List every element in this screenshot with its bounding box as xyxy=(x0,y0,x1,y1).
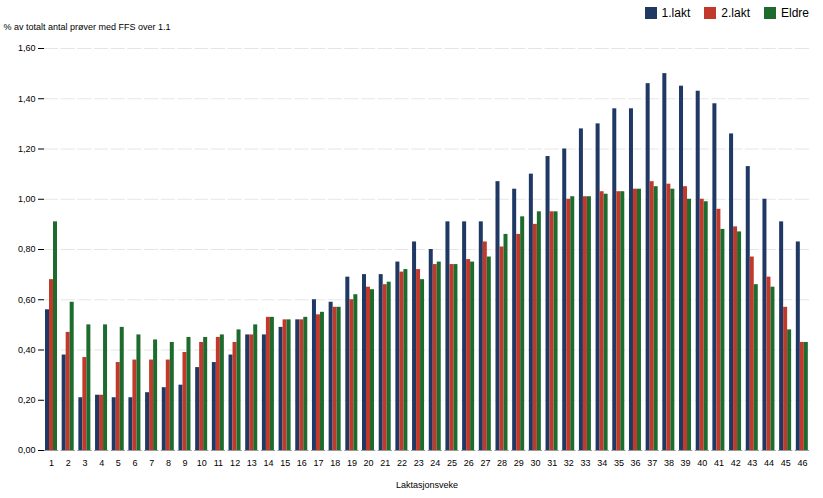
svg-text:30: 30 xyxy=(530,458,540,468)
svg-text:44: 44 xyxy=(764,458,774,468)
svg-text:7: 7 xyxy=(149,458,154,468)
svg-text:25: 25 xyxy=(447,458,457,468)
svg-text:24: 24 xyxy=(430,458,440,468)
svg-text:39: 39 xyxy=(681,458,691,468)
svg-text:11: 11 xyxy=(214,458,223,468)
svg-text:34: 34 xyxy=(597,458,607,468)
svg-text:29: 29 xyxy=(514,458,524,468)
svg-text:9: 9 xyxy=(183,458,188,468)
html-text:1.lakt: 1.lakt xyxy=(661,6,691,20)
svg-text:4: 4 xyxy=(99,458,104,468)
svg-text:33: 33 xyxy=(580,458,590,468)
svg-text:23: 23 xyxy=(414,458,424,468)
svg-text:41: 41 xyxy=(714,458,724,468)
svg-text:27: 27 xyxy=(480,458,490,468)
svg-text:Laktasjonsveke: Laktasjonsveke xyxy=(396,480,458,490)
svg-text:12: 12 xyxy=(230,458,240,468)
svg-text:32: 32 xyxy=(564,458,574,468)
svg-text:35: 35 xyxy=(614,458,624,468)
svg-text:36: 36 xyxy=(631,458,641,468)
svg-text:2: 2 xyxy=(66,458,71,468)
html-text:Eldre: Eldre xyxy=(781,6,809,20)
svg-text:37: 37 xyxy=(647,458,657,468)
svg-text:14: 14 xyxy=(263,458,273,468)
svg-text:31: 31 xyxy=(547,458,557,468)
svg-text:20: 20 xyxy=(364,458,374,468)
svg-text:1: 1 xyxy=(49,458,54,468)
svg-text:43: 43 xyxy=(747,458,757,468)
svg-text:18: 18 xyxy=(330,458,340,468)
svg-text:0,60: 0,60 xyxy=(18,295,36,305)
svg-text:22: 22 xyxy=(397,458,407,468)
svg-text:45: 45 xyxy=(781,458,791,468)
svg-text:0,00: 0,00 xyxy=(18,445,36,455)
svg-text:19: 19 xyxy=(347,458,357,468)
svg-text:1,40: 1,40 xyxy=(18,94,36,104)
svg-text:16: 16 xyxy=(297,458,307,468)
svg-text:8: 8 xyxy=(166,458,171,468)
svg-text:40: 40 xyxy=(697,458,707,468)
svg-text:13: 13 xyxy=(247,458,257,468)
svg-text:1,00: 1,00 xyxy=(18,194,36,204)
svg-text:46: 46 xyxy=(797,458,807,468)
svg-text:3: 3 xyxy=(82,458,87,468)
svg-text:1,20: 1,20 xyxy=(18,144,36,154)
svg-text:15: 15 xyxy=(280,458,290,468)
svg-text:0,80: 0,80 xyxy=(18,244,36,254)
svg-text:42: 42 xyxy=(731,458,741,468)
svg-text:21: 21 xyxy=(380,458,390,468)
svg-text:1,60: 1,60 xyxy=(18,43,36,53)
svg-text:17: 17 xyxy=(314,458,324,468)
svg-text:0,40: 0,40 xyxy=(18,345,36,355)
svg-text:5: 5 xyxy=(116,458,121,468)
svg-text:0,20: 0,20 xyxy=(18,395,36,405)
svg-text:10: 10 xyxy=(197,458,207,468)
html-text:2.lakt: 2.lakt xyxy=(721,6,750,20)
svg-text:26: 26 xyxy=(464,458,474,468)
svg-text:28: 28 xyxy=(497,458,507,468)
svg-text:6: 6 xyxy=(133,458,138,468)
svg-text:38: 38 xyxy=(664,458,674,468)
svg-text:% av totalt antal prøver med F: % av totalt antal prøver med FFS over 1.… xyxy=(4,22,171,32)
